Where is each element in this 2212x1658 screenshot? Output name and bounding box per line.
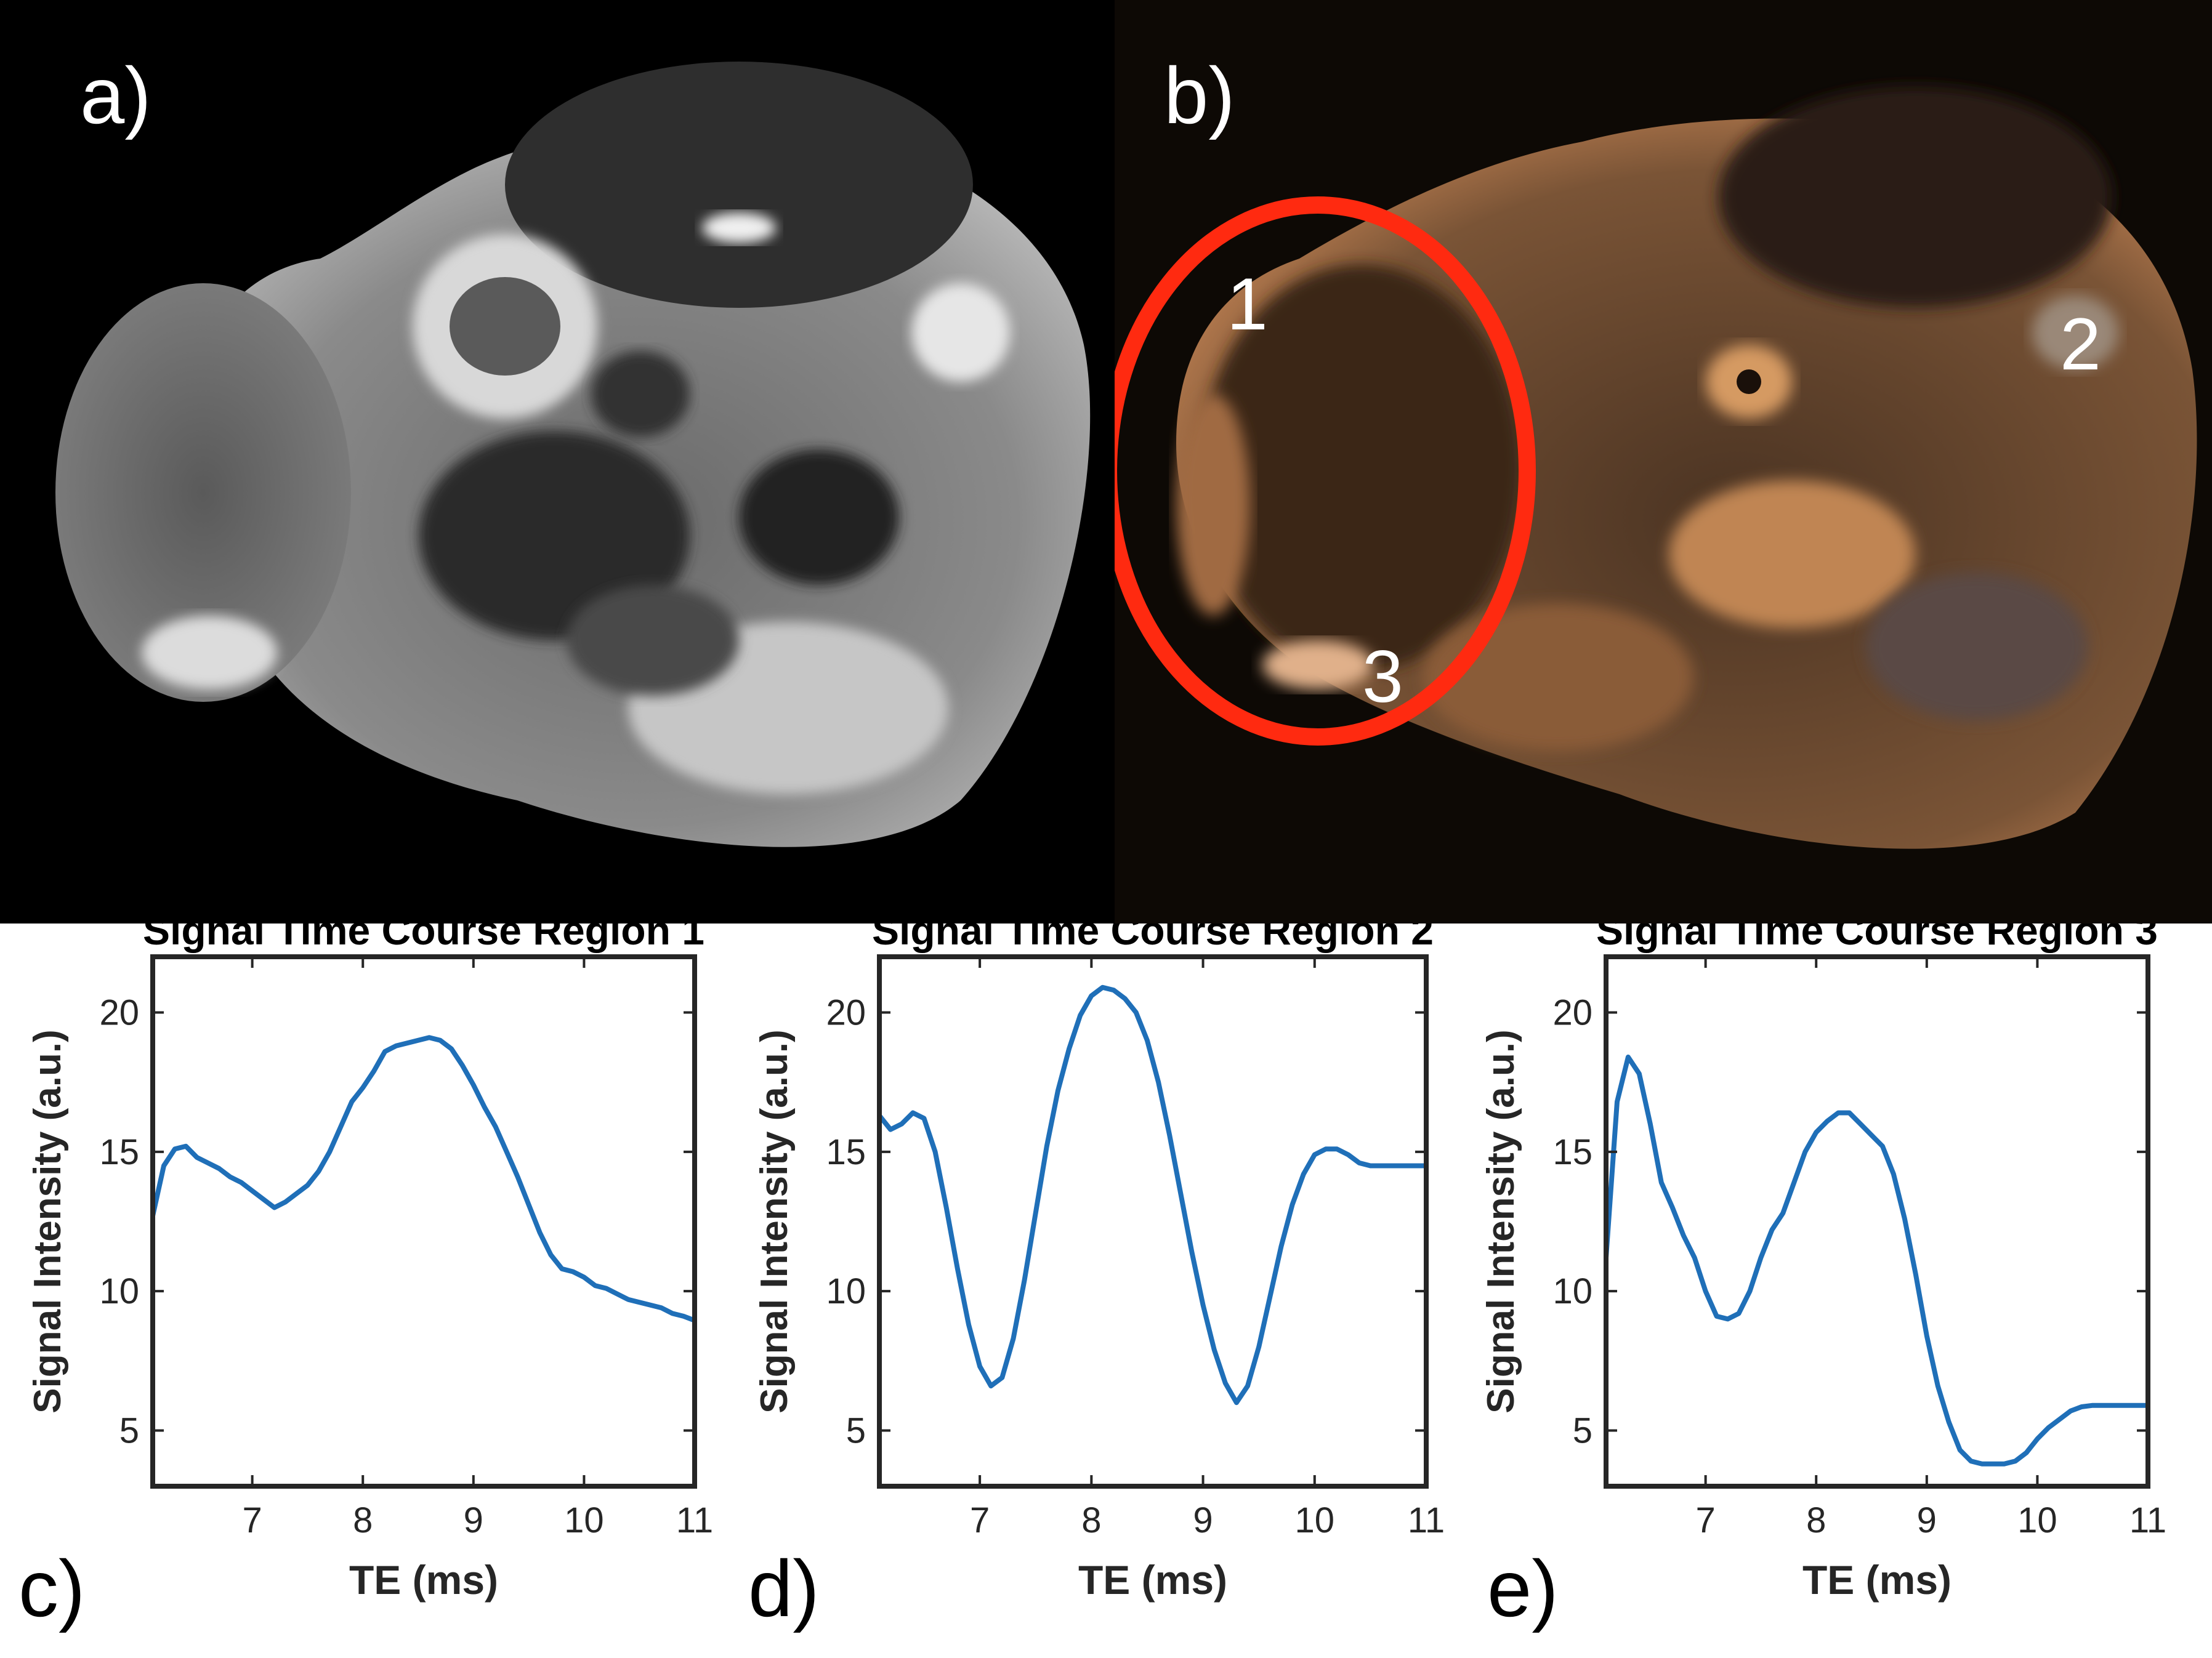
x-tick-label: 9 xyxy=(1917,1500,1937,1540)
x-tick-label: 8 xyxy=(1806,1500,1826,1540)
y-tick-label: 10 xyxy=(99,1271,139,1311)
x-tick-label: 7 xyxy=(1695,1500,1715,1540)
x-tick-label: 10 xyxy=(2017,1500,2057,1540)
time-course-charts: 7 8 9 10 11 5 10 15 20 Signal Time Course Region … xyxy=(26,907,2166,1603)
series-line xyxy=(1604,1054,2150,1467)
chart-title: Signal Time Course Region 2 xyxy=(872,924,1434,953)
region-label-2: 2 xyxy=(2060,303,2101,385)
panel-letter-a: a) xyxy=(80,50,151,140)
panel-letter-b: b) xyxy=(1164,50,1235,140)
chart-2: 7 8 9 10 11 5 10 15 20 Signal Time Course Region … xyxy=(753,907,1445,1603)
mri-color-drawing xyxy=(1115,86,2197,849)
chart-title: Signal Time Course Region 3 xyxy=(1596,924,2158,953)
y-axis-label: Signal Intensity (a.u.) xyxy=(753,1029,796,1414)
mri-image-a: a) xyxy=(0,0,1115,924)
plot-frame xyxy=(1604,954,2150,1489)
series-line xyxy=(877,984,1429,1406)
y-tick-label: 5 xyxy=(1573,1411,1592,1451)
x-tick-label: 9 xyxy=(1193,1500,1213,1540)
y-tick-label: 20 xyxy=(826,993,866,1033)
x-tick-label: 8 xyxy=(1081,1500,1101,1540)
mri-grayscale-drawing xyxy=(55,62,1091,847)
x-tick-label: 8 xyxy=(353,1500,373,1540)
y-tick-label: 15 xyxy=(826,1132,866,1172)
chart-1: 7 8 9 10 11 5 10 15 20 Signal Time Course Region … xyxy=(26,907,713,1603)
y-tick-label: 5 xyxy=(846,1411,866,1451)
x-axis-label: TE (ms) xyxy=(1078,1557,1227,1603)
x-tick-label: 9 xyxy=(464,1500,483,1540)
y-tick-label: 20 xyxy=(99,993,139,1033)
x-tick-label: 11 xyxy=(676,1500,713,1540)
x-tick-label: 7 xyxy=(242,1500,262,1540)
x-tick-label: 11 xyxy=(1408,1500,1445,1540)
panel-letter-d: d) xyxy=(748,1543,820,1633)
y-tick-label: 10 xyxy=(826,1271,866,1311)
region-label-1: 1 xyxy=(1227,263,1268,345)
y-tick-label: 5 xyxy=(119,1411,139,1451)
x-tick-label: 10 xyxy=(1295,1500,1335,1540)
y-axis-label: Signal Intensity (a.u.) xyxy=(26,1029,69,1414)
panel-letter-e: e) xyxy=(1487,1543,1559,1633)
chart-3: 7 8 9 10 11 5 10 15 20 Signal Time Course Region … xyxy=(1480,907,2166,1603)
y-tick-label: 15 xyxy=(99,1132,139,1172)
plot-frame xyxy=(877,954,1429,1489)
x-tick-label: 11 xyxy=(2129,1500,2166,1540)
y-tick-label: 20 xyxy=(1552,993,1592,1033)
series-line xyxy=(150,1035,697,1323)
region-highlight-ellipse xyxy=(1115,196,1536,746)
y-axis-label: Signal Intensity (a.u.) xyxy=(1480,1029,1522,1414)
y-tick-label: 10 xyxy=(1552,1271,1592,1311)
mri-image-b: b) 1 2 3 xyxy=(1115,0,2212,924)
panel-letter-c: c) xyxy=(18,1543,86,1633)
x-axis-label: TE (ms) xyxy=(1802,1557,1952,1603)
region-label-3: 3 xyxy=(1362,635,1403,718)
plot-frame xyxy=(150,954,697,1489)
chart-title: Signal Time Course Region 1 xyxy=(143,924,704,953)
x-axis-label: TE (ms) xyxy=(349,1557,498,1603)
x-tick-label: 10 xyxy=(564,1500,604,1540)
x-tick-label: 7 xyxy=(970,1500,990,1540)
y-tick-label: 15 xyxy=(1552,1132,1592,1172)
time-course-plots: 7 8 9 10 11 5 10 15 20 Signal Time Course Region … xyxy=(0,907,2212,1655)
